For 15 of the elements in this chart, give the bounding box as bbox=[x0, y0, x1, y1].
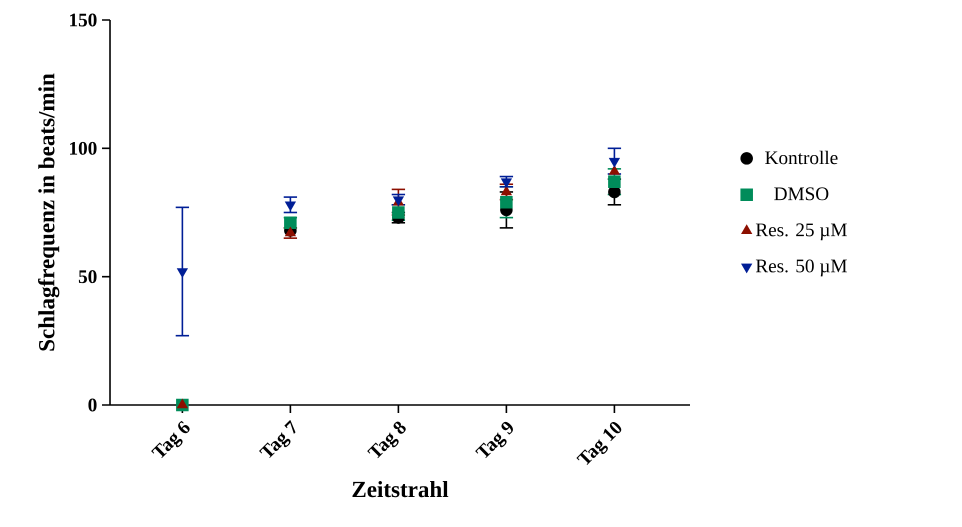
x-tick-label: Tag 9 bbox=[475, 422, 513, 458]
y-axis-title: Schlagfrequenz in beats/min bbox=[38, 74, 60, 351]
y-tick-label: 150 bbox=[70, 14, 97, 26]
legend-label: DMSO bbox=[774, 187, 828, 200]
legend-label: Kontrolle bbox=[765, 150, 838, 164]
x-tick-label: Tag 7 bbox=[259, 420, 296, 458]
y-tick-label: 0 bbox=[88, 398, 97, 412]
legend-label: Res. 50 µM bbox=[756, 259, 847, 276]
y-tick-label: 100 bbox=[70, 142, 97, 155]
legend-label: Res. 25 µM bbox=[756, 223, 847, 240]
x-tick-label: Tag 10 bbox=[576, 422, 622, 465]
x-tick-label: Tag 8 bbox=[367, 422, 406, 458]
x-tick-label: Tag 6 bbox=[151, 420, 190, 458]
x-axis-title: Zeitstrahl bbox=[352, 481, 448, 498]
y-tick-label: 50 bbox=[78, 270, 97, 284]
